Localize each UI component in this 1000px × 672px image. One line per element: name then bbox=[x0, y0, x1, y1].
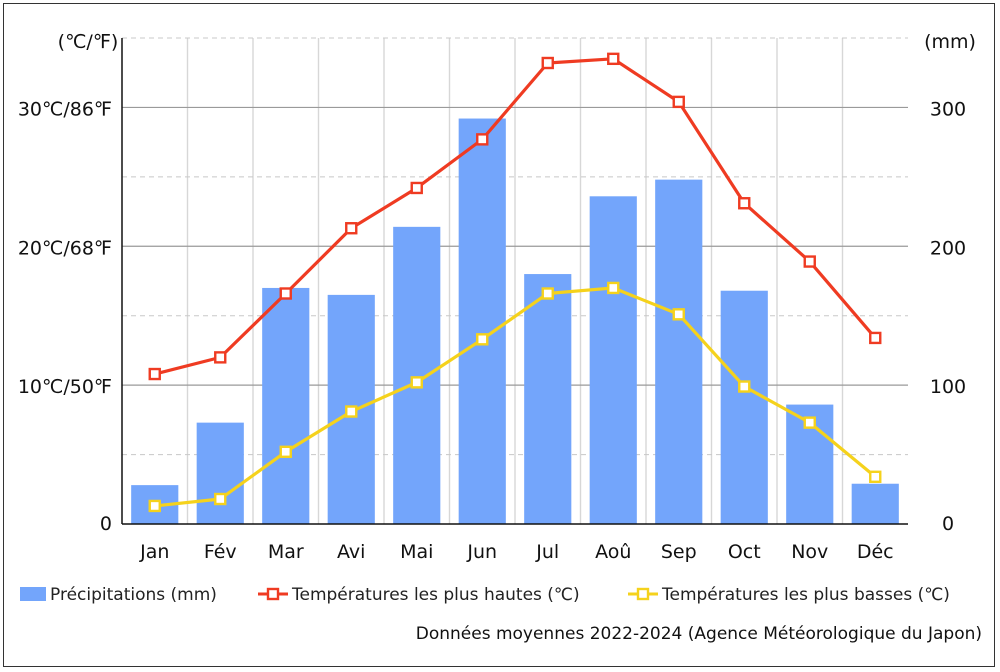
high-temp-point-Jul bbox=[541, 56, 554, 70]
low-temp-point-Nov bbox=[803, 416, 816, 429]
low-temp-point-Mar bbox=[279, 445, 292, 458]
left-tick-label: 10℃/50℉ bbox=[18, 376, 112, 398]
low-temp-point-Jul bbox=[541, 287, 554, 300]
source-note: Données moyennes 2022-2024 (Agence Météo… bbox=[416, 624, 982, 644]
high-temp-point-Jun bbox=[476, 133, 489, 146]
low-temp-point-Jan bbox=[148, 499, 161, 513]
precipitation-bar-Mar bbox=[262, 287, 310, 524]
temperature-lines bbox=[148, 52, 882, 513]
legend-marker bbox=[266, 587, 280, 601]
low-temp-point-Déc bbox=[869, 470, 882, 483]
x-tick-label: Déc bbox=[857, 541, 894, 563]
right-tick-label: 200 bbox=[930, 237, 966, 259]
low-temp-point-Avi bbox=[345, 405, 358, 418]
high-temp-point-Mar bbox=[279, 287, 292, 300]
grid-lines bbox=[122, 37, 908, 524]
high-temp-point-Aoû bbox=[607, 52, 620, 66]
x-tick-label: Oct bbox=[728, 541, 761, 563]
high-temp-point-Mai bbox=[410, 181, 423, 195]
legend: Précipitations (mm) Températures les plus… bbox=[20, 585, 950, 605]
left-axis-label: (℃/℉) bbox=[58, 31, 119, 53]
x-tick-label: Mai bbox=[400, 541, 433, 563]
high-temp-point-Fév bbox=[214, 351, 227, 364]
low-temp-point-Jun bbox=[476, 333, 489, 346]
precipitation-bar-Déc bbox=[851, 483, 899, 524]
x-tick-label: Sep bbox=[661, 541, 697, 563]
x-tick-label: Avi bbox=[337, 541, 365, 563]
right-tick-label: 0 bbox=[942, 513, 954, 535]
precipitation-bar-Sep bbox=[655, 179, 703, 525]
legend-marker bbox=[636, 587, 650, 601]
high-temperature-line bbox=[154, 57, 877, 376]
high-temp-point-Déc bbox=[869, 331, 882, 345]
high-temp-point-Avi bbox=[345, 222, 358, 235]
legend-label: Températures les plus hautes (℃) bbox=[291, 585, 580, 605]
right-tick-label: 300 bbox=[930, 98, 966, 120]
x-tick-label: Jan bbox=[139, 541, 169, 563]
precipitation-bar-Mai bbox=[393, 226, 441, 525]
x-tick-label: Jun bbox=[466, 541, 497, 563]
legend-bar-swatch bbox=[20, 587, 46, 601]
high-temp-point-Sep bbox=[672, 95, 685, 109]
low-temp-point-Fév bbox=[214, 492, 227, 506]
low-temperature-line bbox=[154, 286, 877, 508]
x-tick-label: Mar bbox=[268, 541, 304, 563]
x-tick-label: Jul bbox=[535, 541, 559, 563]
precipitation-bar-Jul bbox=[524, 274, 572, 524]
x-tick-label: Fév bbox=[204, 541, 237, 563]
high-temp-point-Jan bbox=[148, 367, 161, 381]
low-temp-point-Sep bbox=[672, 308, 685, 321]
left-tick-label: 30℃/86℉ bbox=[18, 98, 112, 120]
low-temp-point-Mai bbox=[410, 376, 423, 389]
low-temp-point-Aoû bbox=[607, 281, 620, 295]
low-temp-point-Oct bbox=[738, 380, 751, 393]
axes: 0 10℃/50℉ 20℃/68℉ 30℃/86℉ 0 100 200 300 Jan Fév Ma… bbox=[18, 38, 966, 563]
x-tick-label: Aoû bbox=[595, 541, 631, 563]
precipitation-bar-Fév bbox=[196, 422, 244, 524]
right-axis-label: (mm) bbox=[924, 31, 976, 53]
high-temp-point-Nov bbox=[803, 255, 816, 268]
precipitation-bar-Jun bbox=[458, 118, 506, 524]
precipitation-bar-Oct bbox=[720, 290, 768, 524]
precipitation-bars bbox=[131, 118, 899, 525]
legend-label: Précipitations (mm) bbox=[50, 585, 217, 605]
right-tick-label: 100 bbox=[930, 376, 966, 398]
left-tick-label: 0 bbox=[100, 513, 112, 535]
high-temp-point-Oct bbox=[738, 197, 751, 210]
precipitation-bar-Aoû bbox=[589, 196, 637, 524]
legend-label: Températures les plus basses (℃) bbox=[661, 585, 950, 605]
left-tick-label: 20℃/68℉ bbox=[18, 237, 112, 259]
x-tick-label: Nov bbox=[791, 541, 828, 563]
